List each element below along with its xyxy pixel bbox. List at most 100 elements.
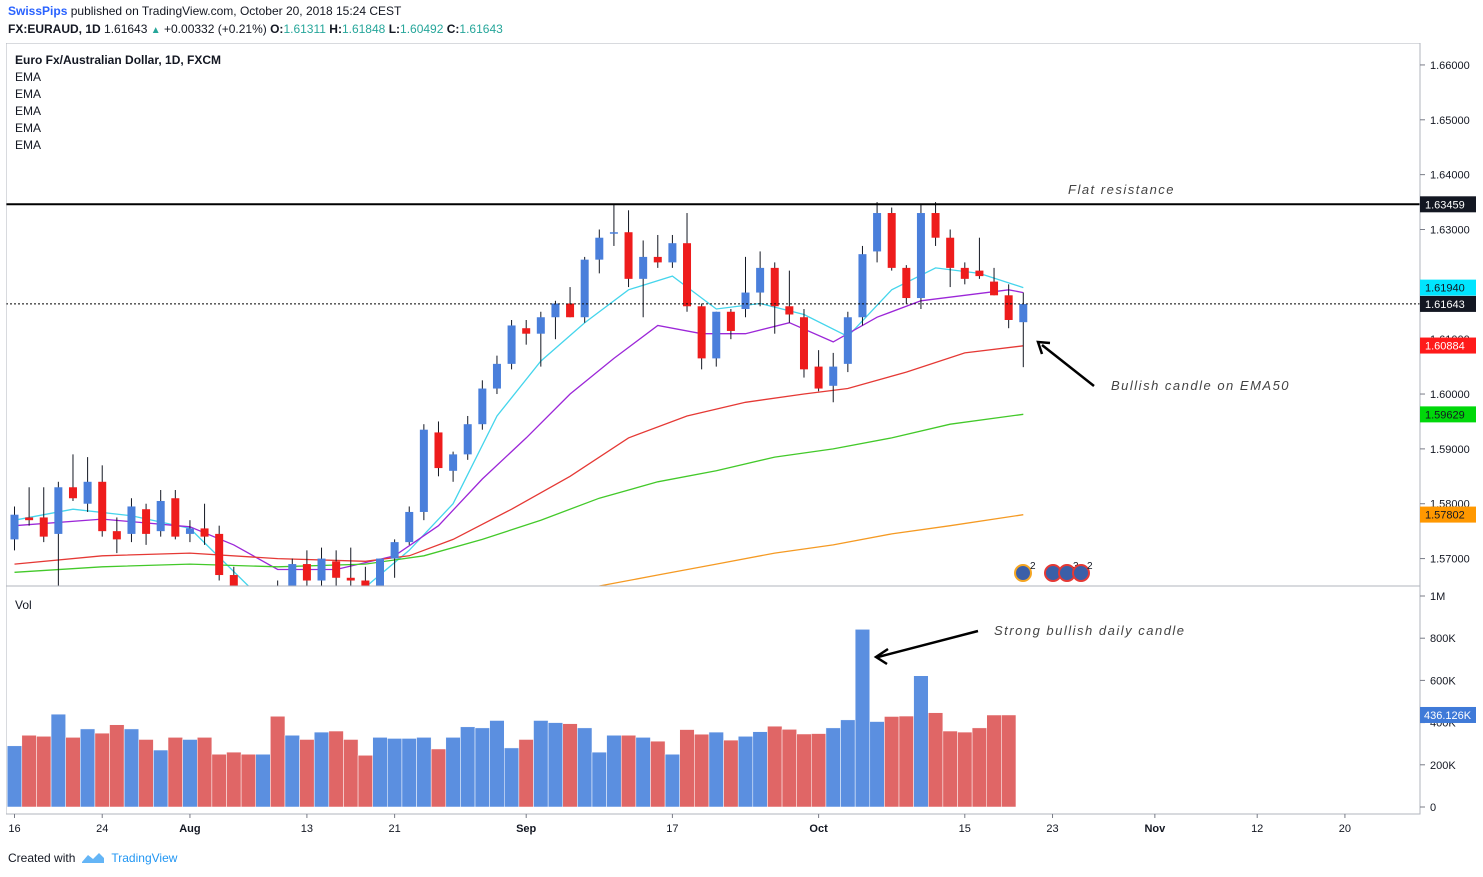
candle[interactable] bbox=[200, 503, 209, 545]
candle[interactable] bbox=[25, 487, 34, 526]
date-tick-label: 17 bbox=[666, 823, 678, 835]
candle[interactable] bbox=[185, 520, 194, 543]
candle[interactable] bbox=[507, 319, 516, 370]
arrow-to-ema50[interactable] bbox=[1036, 340, 1095, 387]
tradingview-logo-icon[interactable] bbox=[81, 852, 105, 864]
candle[interactable] bbox=[1019, 292, 1028, 368]
candle[interactable] bbox=[785, 270, 794, 323]
candle[interactable] bbox=[551, 300, 560, 340]
legend-study-ema[interactable]: EMA bbox=[15, 70, 41, 84]
candle[interactable] bbox=[609, 204, 618, 246]
candle[interactable] bbox=[142, 503, 151, 545]
candle[interactable] bbox=[770, 262, 779, 334]
candle[interactable] bbox=[990, 267, 999, 296]
candle[interactable] bbox=[887, 207, 896, 271]
candle[interactable] bbox=[902, 265, 911, 304]
candle[interactable] bbox=[419, 424, 428, 521]
candle[interactable] bbox=[580, 256, 589, 323]
candle[interactable] bbox=[858, 245, 867, 326]
candle[interactable] bbox=[756, 251, 765, 307]
candle[interactable] bbox=[741, 256, 750, 318]
candle[interactable] bbox=[449, 451, 458, 482]
volume-bar bbox=[723, 739, 739, 808]
candle[interactable] bbox=[697, 303, 706, 370]
ema-line[interactable] bbox=[14, 345, 1024, 565]
volume-bar bbox=[942, 730, 958, 808]
candle[interactable] bbox=[843, 311, 852, 373]
candle[interactable] bbox=[10, 506, 19, 551]
candle[interactable] bbox=[683, 213, 692, 312]
candle[interactable] bbox=[931, 202, 940, 246]
bullish-ema50-label[interactable]: Bullish candle on EMA50 bbox=[1111, 378, 1290, 393]
candle[interactable] bbox=[112, 517, 121, 554]
flat-resistance-label[interactable]: Flat resistance bbox=[1068, 182, 1175, 197]
price-axis-badge: 1.59629 bbox=[1420, 406, 1476, 423]
price-axis-badge: 1.57802 bbox=[1420, 506, 1476, 523]
tradingview-brand[interactable]: TradingView bbox=[111, 851, 178, 865]
candle[interactable] bbox=[478, 380, 487, 430]
ema-line[interactable] bbox=[14, 413, 1024, 573]
arrow-to-volume-spike[interactable] bbox=[873, 629, 979, 666]
candle[interactable] bbox=[83, 457, 92, 512]
candle[interactable] bbox=[595, 229, 604, 274]
created-with-text: Created with bbox=[8, 851, 76, 865]
volume-bar bbox=[94, 732, 110, 808]
candle[interactable] bbox=[975, 237, 984, 279]
volume-tick-label: 1M bbox=[1430, 591, 1445, 603]
author-name[interactable]: SwissPips bbox=[8, 4, 68, 18]
candle[interactable] bbox=[566, 287, 575, 318]
candle[interactable] bbox=[639, 240, 648, 318]
candle[interactable] bbox=[288, 558, 297, 625]
volume-bar bbox=[562, 723, 578, 808]
svg-text:436.126K: 436.126K bbox=[1424, 710, 1472, 722]
event-flag-icon[interactable]: 2 3 2 bbox=[1014, 561, 1093, 582]
candle[interactable] bbox=[536, 311, 545, 367]
candle[interactable] bbox=[522, 319, 531, 345]
candle[interactable] bbox=[68, 454, 77, 501]
strong-bullish-label[interactable]: Strong bullish daily candle bbox=[994, 623, 1186, 638]
candle[interactable] bbox=[229, 566, 238, 614]
candle[interactable] bbox=[624, 210, 633, 288]
candle[interactable] bbox=[346, 547, 355, 586]
candle[interactable] bbox=[127, 498, 136, 543]
candle[interactable] bbox=[799, 309, 808, 378]
candle[interactable] bbox=[873, 202, 882, 263]
date-tick-label: 12 bbox=[1251, 823, 1263, 835]
candle[interactable] bbox=[916, 204, 925, 310]
candle[interactable] bbox=[653, 234, 662, 268]
candle[interactable] bbox=[171, 490, 180, 540]
legend-study-ema[interactable]: EMA bbox=[15, 138, 41, 152]
candle[interactable] bbox=[712, 311, 721, 367]
candle[interactable] bbox=[302, 550, 311, 588]
ema-line[interactable] bbox=[599, 514, 1024, 586]
candle[interactable] bbox=[332, 550, 341, 597]
candle[interactable] bbox=[215, 525, 224, 581]
candle[interactable] bbox=[98, 465, 107, 537]
candle[interactable] bbox=[492, 355, 501, 395]
svg-text:1.63459: 1.63459 bbox=[1425, 199, 1465, 211]
volume-bar bbox=[635, 737, 651, 808]
legend-study-ema[interactable]: EMA bbox=[15, 87, 41, 101]
candle[interactable] bbox=[156, 490, 165, 537]
candle[interactable] bbox=[814, 350, 823, 392]
volume-bar bbox=[138, 739, 154, 808]
candle[interactable] bbox=[463, 415, 472, 460]
candle[interactable] bbox=[946, 229, 955, 288]
candle[interactable] bbox=[829, 352, 838, 403]
candle[interactable] bbox=[1004, 284, 1013, 329]
candle[interactable] bbox=[960, 262, 969, 285]
candle[interactable] bbox=[54, 481, 63, 592]
candle[interactable] bbox=[361, 566, 370, 605]
candle[interactable] bbox=[726, 309, 735, 340]
volume-bar bbox=[884, 716, 900, 808]
candle[interactable] bbox=[405, 506, 414, 545]
price-chart[interactable]: 1.570001.580001.590001.600001.610001.620… bbox=[6, 43, 1478, 843]
candle[interactable] bbox=[376, 558, 384, 603]
candle[interactable] bbox=[39, 487, 48, 543]
legend-study-ema[interactable]: EMA bbox=[15, 121, 41, 135]
candle[interactable] bbox=[434, 421, 443, 477]
legend-study-ema[interactable]: EMA bbox=[15, 104, 41, 118]
candle[interactable] bbox=[317, 547, 326, 592]
candle[interactable] bbox=[668, 234, 677, 268]
candle[interactable] bbox=[390, 539, 399, 578]
